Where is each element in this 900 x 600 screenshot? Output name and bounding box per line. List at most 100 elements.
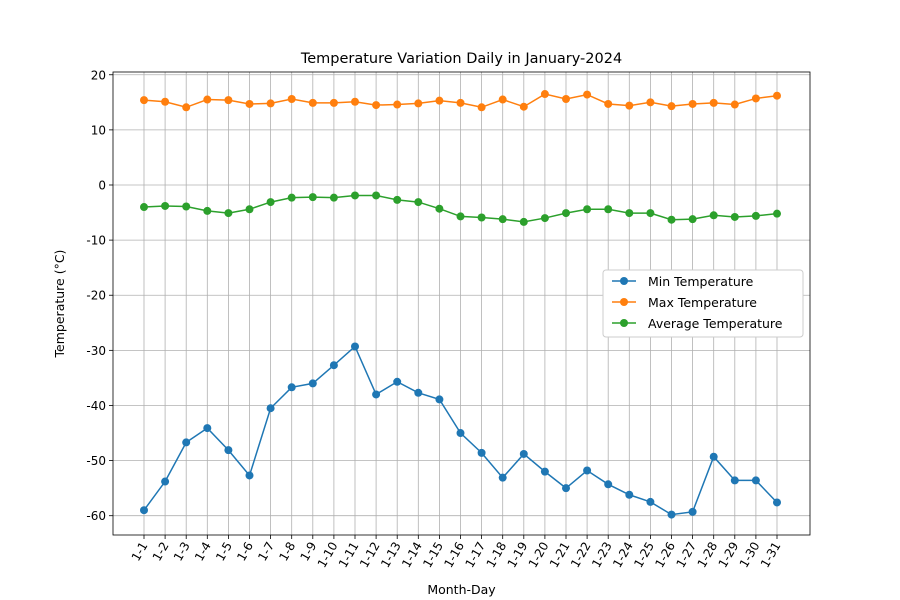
data-point xyxy=(773,91,781,100)
data-point xyxy=(498,95,507,104)
data-point xyxy=(329,98,338,107)
data-point xyxy=(562,209,570,218)
data-point xyxy=(562,484,570,493)
data-point xyxy=(540,90,549,99)
data-point xyxy=(498,473,507,482)
x-tick-label: 1-7 xyxy=(255,540,277,564)
data-point xyxy=(372,390,381,399)
data-point xyxy=(519,102,528,111)
x-tick-label: 1-1 xyxy=(129,540,151,564)
data-point xyxy=(751,476,760,485)
data-point xyxy=(266,404,275,413)
data-point xyxy=(562,95,570,104)
data-point xyxy=(203,95,212,104)
data-point xyxy=(646,98,655,107)
data-point xyxy=(414,99,423,108)
data-point xyxy=(667,510,676,519)
data-point xyxy=(667,215,676,224)
data-point xyxy=(203,206,212,215)
data-point xyxy=(161,201,170,210)
chart-title: Temperature Variation Daily in January-2… xyxy=(300,51,622,67)
x-tick-label: 1-8 xyxy=(276,540,298,564)
y-tick-label: 20 xyxy=(91,68,106,82)
x-tick-label: 1-30 xyxy=(737,540,763,571)
data-point xyxy=(224,209,233,218)
data-point xyxy=(604,480,613,489)
data-point xyxy=(751,211,760,220)
x-tick-label: 1-10 xyxy=(315,540,341,571)
data-point xyxy=(773,209,781,218)
series-max-temperature xyxy=(140,90,781,112)
legend-label-max: Max Temperature xyxy=(648,295,757,310)
x-tick-label: 1-31 xyxy=(758,540,784,571)
data-point xyxy=(751,94,760,103)
data-point xyxy=(583,466,592,475)
x-tick-label: 1-12 xyxy=(357,540,383,571)
legend-marker-min xyxy=(620,277,628,285)
data-point xyxy=(477,213,486,222)
y-axis-label: Temperature (°C) xyxy=(52,250,67,359)
x-tick-label: 1-25 xyxy=(631,540,657,571)
data-point xyxy=(435,204,444,213)
data-point xyxy=(372,101,381,110)
x-tick-label: 1-11 xyxy=(336,540,362,571)
data-point xyxy=(351,97,359,106)
data-point xyxy=(287,383,296,392)
y-tick-label: -30 xyxy=(86,344,106,358)
data-point xyxy=(540,214,549,223)
data-point xyxy=(182,103,191,112)
data-point xyxy=(688,215,697,224)
data-point xyxy=(224,446,233,455)
data-point xyxy=(688,507,697,516)
legend-item-average: Average Temperature xyxy=(612,316,783,331)
x-tick-label: 1-27 xyxy=(673,540,699,571)
data-point xyxy=(351,342,359,351)
legend-item-max: Max Temperature xyxy=(612,295,757,310)
data-point xyxy=(730,100,739,109)
x-tick-label: 1-23 xyxy=(589,540,615,571)
x-tick-label: 1-26 xyxy=(652,540,678,571)
data-point xyxy=(519,449,528,458)
grid-lines xyxy=(113,72,810,535)
x-tick-label: 1-17 xyxy=(462,540,488,571)
data-point xyxy=(414,198,423,207)
data-point xyxy=(604,99,613,108)
x-axis-label: Month-Day xyxy=(427,582,496,597)
data-point xyxy=(372,191,381,200)
x-tick-label: 1-20 xyxy=(526,540,552,571)
data-point xyxy=(308,98,317,107)
data-point xyxy=(583,90,592,99)
data-point xyxy=(140,96,148,105)
data-point xyxy=(329,361,338,370)
data-point xyxy=(308,379,317,388)
data-point xyxy=(435,96,444,105)
data-point xyxy=(245,99,254,108)
x-tick-label: 1-28 xyxy=(695,540,721,571)
series-layer xyxy=(140,90,781,519)
y-tick-label: 10 xyxy=(91,123,106,137)
data-point xyxy=(456,429,465,438)
y-tick-label: -20 xyxy=(86,289,106,303)
data-point xyxy=(393,100,402,109)
series-average-temperature xyxy=(140,191,781,226)
data-point xyxy=(456,98,465,107)
data-point xyxy=(730,476,739,485)
legend-item-min: Min Temperature xyxy=(612,274,754,289)
x-tick-label: 1-22 xyxy=(568,540,594,571)
y-tick-label: -10 xyxy=(86,234,106,248)
data-point xyxy=(773,498,781,507)
data-point xyxy=(709,211,718,220)
data-point xyxy=(646,209,655,218)
plot-area-frame xyxy=(112,71,811,536)
data-point xyxy=(266,198,275,207)
x-tick-label: 1-2 xyxy=(150,540,172,564)
data-point xyxy=(203,424,212,433)
y-tick-label: 0 xyxy=(98,178,106,192)
data-point xyxy=(351,191,359,200)
x-tick-label: 1-16 xyxy=(441,540,467,571)
y-tick-label: -50 xyxy=(86,454,106,468)
data-point xyxy=(540,467,549,476)
legend-marker-max xyxy=(620,298,628,306)
data-point xyxy=(519,217,528,226)
